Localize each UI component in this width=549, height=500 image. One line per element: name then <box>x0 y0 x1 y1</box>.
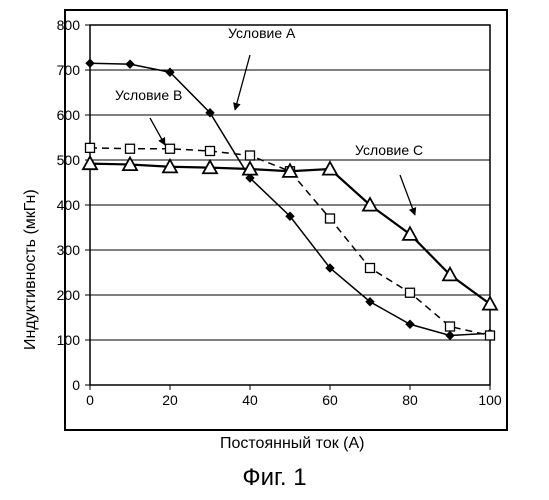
svg-text:0: 0 <box>72 377 80 393</box>
svg-text:500: 500 <box>57 152 81 168</box>
svg-text:400: 400 <box>57 197 81 213</box>
svg-text:300: 300 <box>57 242 81 258</box>
svg-text:700: 700 <box>57 62 81 78</box>
svg-text:Условие С: Условие С <box>355 142 423 158</box>
figure-caption: Фиг. 1 <box>0 464 549 492</box>
svg-text:600: 600 <box>57 107 81 123</box>
chart-svg: 0 100 200 300 400 500 600 700 800 0 20 40 60 80 100 Усл… <box>0 0 549 500</box>
svg-text:80: 80 <box>402 392 418 408</box>
svg-text:800: 800 <box>57 17 81 33</box>
svg-text:20: 20 <box>162 392 178 408</box>
svg-text:60: 60 <box>322 392 338 408</box>
y-axis-label: Индуктивность (мкГн) <box>22 189 40 350</box>
svg-text:100: 100 <box>478 392 502 408</box>
x-axis-label: Постоянный ток (А) <box>220 435 364 453</box>
svg-text:40: 40 <box>242 392 258 408</box>
svg-text:200: 200 <box>57 287 81 303</box>
svg-text:100: 100 <box>57 332 81 348</box>
svg-text:Условие В: Условие В <box>115 87 182 103</box>
svg-text:0: 0 <box>86 392 94 408</box>
svg-text:Условие А: Условие А <box>228 25 296 41</box>
